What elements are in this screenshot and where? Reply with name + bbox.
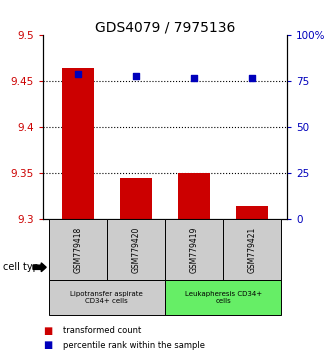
Text: GSM779421: GSM779421 [248,227,257,273]
Bar [107,219,165,280]
Bar [120,178,152,219]
Bar [236,206,268,219]
Bar [223,219,281,280]
Point [191,75,197,81]
Text: cell type: cell type [3,262,45,272]
Title: GDS4079 / 7975136: GDS4079 / 7975136 [95,20,235,34]
Bar [62,68,94,219]
Bar [49,280,165,315]
Text: Leukapheresis CD34+
cells: Leukapheresis CD34+ cells [184,291,262,304]
Text: Lipotransfer aspirate
CD34+ cells: Lipotransfer aspirate CD34+ cells [71,291,143,304]
Bar [165,280,281,315]
Text: ■: ■ [43,326,52,336]
Text: transformed count: transformed count [63,326,141,336]
Text: GSM779420: GSM779420 [131,226,141,273]
Point [133,73,139,79]
Text: GSM779418: GSM779418 [73,227,82,273]
Bar [49,219,107,280]
Point [75,71,81,77]
Text: percentile rank within the sample: percentile rank within the sample [63,341,205,350]
Bar [178,173,210,219]
Bar [165,219,223,280]
Point [249,75,255,81]
Text: ■: ■ [43,340,52,350]
Text: GSM779419: GSM779419 [189,226,199,273]
